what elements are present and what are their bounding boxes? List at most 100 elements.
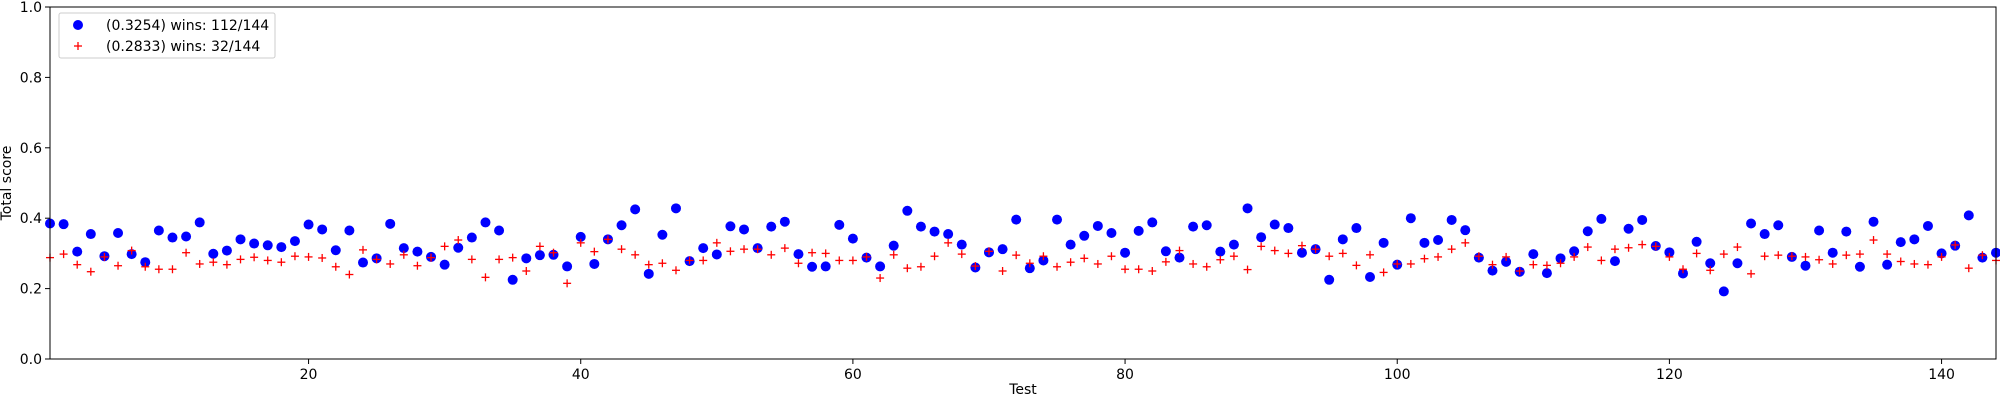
series-2-point: [1651, 242, 1660, 251]
series-1-point: [235, 234, 246, 245]
series-1-point: [1092, 220, 1103, 231]
series-2-point: [1216, 255, 1225, 264]
series-1-point: [1555, 253, 1566, 264]
series-2-point: [1379, 268, 1388, 277]
series-1-point: [262, 240, 273, 251]
series-2-point: [1719, 250, 1728, 259]
series-1-point: [1691, 236, 1702, 247]
series-1-point: [1705, 258, 1716, 269]
series-2-point: [250, 253, 259, 262]
series-2-point: [780, 244, 789, 253]
series-1-point: [1011, 214, 1022, 225]
series-2-point: [563, 279, 572, 288]
series-2-point: [1488, 260, 1497, 269]
series-1-point: [1147, 217, 1158, 228]
series-1-point: [1841, 226, 1852, 237]
series-2-point: [141, 262, 150, 271]
series-2-point: [345, 270, 354, 279]
series-2-point: [848, 256, 857, 265]
series-2-point: [277, 258, 286, 267]
series-1-point: [1678, 268, 1689, 279]
y-tick-label: 1.0: [20, 0, 42, 16]
series-2-point: [1257, 242, 1266, 251]
series-2-point: [1474, 252, 1483, 261]
series-2-point: [930, 252, 939, 261]
series-2-point: [576, 238, 585, 247]
series-1-point: [521, 253, 532, 264]
series-2-point: [889, 250, 898, 259]
series-1-point: [1269, 219, 1280, 230]
series-2-point: [1597, 256, 1606, 265]
series-1-point: [1800, 260, 1811, 271]
series-2-point: [1406, 259, 1415, 268]
y-axis-label: Total score: [0, 146, 15, 222]
series-2-point: [318, 253, 327, 262]
series-2-point: [767, 250, 776, 259]
series-1-point: [344, 225, 355, 236]
series-2-point: [1393, 259, 1402, 268]
series-1-point: [167, 232, 178, 243]
x-tick-label: 120: [1656, 367, 1683, 383]
series-2-point: [862, 252, 871, 261]
series-1-point: [562, 261, 573, 272]
series-1-point: [1637, 214, 1648, 225]
series-1-point: [766, 221, 777, 232]
series-1-point: [1664, 247, 1675, 258]
series-1-point: [1773, 220, 1784, 231]
series-2-point: [535, 242, 544, 251]
series-1-point: [1487, 265, 1498, 276]
legend-marker-plus-icon: [74, 42, 82, 50]
series-2-point: [1542, 261, 1551, 270]
series-2-point: [1747, 269, 1756, 278]
y-tick-label: 0.6: [20, 141, 42, 157]
series-1-point: [534, 250, 545, 261]
data-points: [45, 203, 2000, 297]
series-1-point: [1228, 239, 1239, 250]
series-2-point: [685, 256, 694, 265]
series-2-point: [1665, 252, 1674, 261]
series-2-point: [1679, 265, 1688, 274]
series-2-point: [794, 259, 803, 268]
series-2-point: [399, 250, 408, 259]
series-1-point: [1569, 246, 1580, 257]
series-2-point: [236, 255, 245, 264]
series-2-point: [1937, 252, 1946, 261]
series-1-point: [1922, 220, 1933, 231]
series-2-point: [263, 256, 272, 265]
series-1-point: [698, 243, 709, 254]
series-1-point: [208, 248, 219, 259]
series-2-point: [1760, 252, 1769, 261]
series-1-point: [439, 259, 450, 270]
series-1-point: [480, 217, 491, 228]
series-1-point: [630, 204, 641, 215]
series-2-point: [1787, 252, 1796, 261]
series-1-point: [140, 257, 151, 268]
series-2-point: [821, 249, 830, 258]
series-1-point: [494, 225, 505, 236]
series-2-point: [903, 264, 912, 273]
series-1-point: [589, 258, 600, 269]
series-2-point: [1080, 254, 1089, 263]
series-2-point: [644, 260, 653, 269]
series-2-point: [1978, 251, 1987, 260]
series-1-point: [72, 246, 83, 257]
series-1-point: [1759, 229, 1770, 240]
series-2-point: [1896, 257, 1905, 266]
series-1-point: [1882, 259, 1893, 270]
series-2-point: [671, 266, 680, 275]
series-1-point: [915, 221, 926, 232]
x-tick-label: 140: [1928, 367, 1955, 383]
series-2-point: [222, 260, 231, 269]
series-1-point: [1065, 239, 1076, 250]
series-1-point: [1446, 214, 1457, 225]
series-2-point: [726, 247, 735, 256]
series-2-point: [182, 248, 191, 257]
series-2-point: [1134, 265, 1143, 274]
series-1-point: [1133, 225, 1144, 236]
series-1-point: [902, 205, 913, 216]
series-2-point: [1093, 259, 1102, 268]
series-1-point: [398, 243, 409, 254]
series-1-point: [221, 245, 232, 256]
y-axis-ticks: 0.0 0.2 0.4 0.6 0.8 1.0: [20, 0, 50, 368]
series-2-point: [631, 250, 640, 259]
